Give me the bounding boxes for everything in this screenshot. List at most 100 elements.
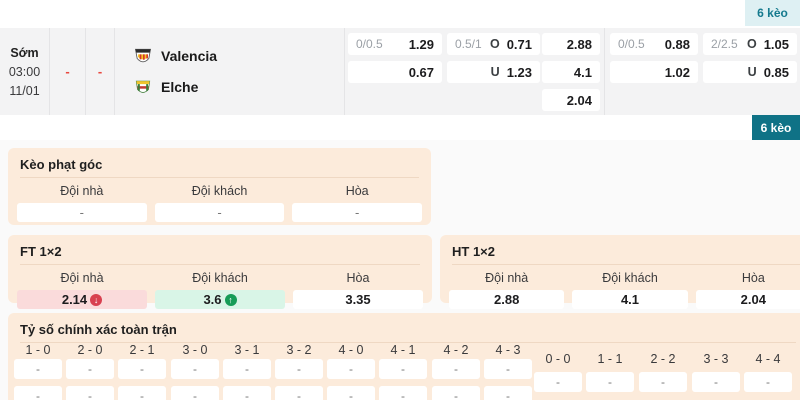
odds-ah-ft-away[interactable]: 0.67: [348, 61, 442, 83]
draw-header: Hòa: [741, 271, 765, 285]
corner-draw-odds[interactable]: -: [292, 203, 423, 222]
score-odds-cell[interactable]: -: [639, 372, 687, 392]
score-header: 4 - 1: [390, 343, 416, 357]
odds-ah-ft-home[interactable]: 0/0.5 1.29: [348, 33, 442, 55]
score-odds-cell[interactable]: -: [223, 386, 271, 400]
score-header: 2 - 1: [129, 343, 155, 357]
score-header: 3 - 1: [234, 343, 260, 357]
odds-1x2-home[interactable]: 2.88: [542, 33, 600, 55]
odds-1x2-away[interactable]: 4.1: [542, 61, 600, 83]
match-time-column: Sớm 03:00 11/01: [0, 28, 50, 115]
top-strip: 6 kèo: [0, 0, 800, 28]
corner-home-odds[interactable]: -: [17, 203, 147, 222]
score-odds-cell[interactable]: -: [14, 359, 62, 379]
ht-1x2-section: HT 1×2 Đội nhà 2.88 Đội khách 4.1 Hòa 2.…: [440, 235, 800, 309]
under-label: U: [490, 65, 500, 79]
score-header: 3 - 3: [703, 352, 729, 366]
odds-ah-ht-away[interactable]: 1.02: [610, 61, 698, 83]
score-column: 2 - 1 - -: [118, 343, 166, 400]
ou-ht-line: 2/2.5: [711, 37, 738, 51]
score-odds-cell[interactable]: -: [744, 372, 792, 392]
away-header: Đội khách: [602, 271, 658, 285]
odds-count-badge-bottom[interactable]: 6 kèo: [752, 115, 800, 140]
score-odds-cell[interactable]: -: [275, 386, 323, 400]
score-odds-cell[interactable]: -: [14, 386, 62, 400]
ft-draw-odds[interactable]: 3.35: [293, 290, 423, 309]
ft-section-title: FT 1×2: [20, 244, 62, 259]
odds-divider: [604, 28, 605, 115]
x12-home-odds: 2.88: [566, 36, 592, 52]
score-header: 0 - 0: [545, 352, 571, 366]
correct-score-title: Tỷ số chính xác toàn trận: [20, 322, 177, 337]
away-team-name: Elche: [161, 79, 199, 95]
score-odds-cell[interactable]: -: [171, 359, 219, 379]
ft-1x2-section: FT 1×2 Đội nhà 2.14 ↓ Đội khách 3.6 ↑ Hò…: [8, 235, 432, 309]
ou-ht-over-odds: 1.05: [763, 36, 789, 52]
draw-score-column: 0 - 0 -: [534, 352, 582, 392]
odds-ah-ht-home[interactable]: 0/0.5 0.88: [610, 33, 698, 55]
match-row: Sớm 03:00 11/01 - - Valencia: [0, 28, 800, 115]
ou-ft-over-odds: 0.71: [506, 36, 532, 52]
away-team-row[interactable]: Elche: [133, 77, 344, 97]
ht-home-odds[interactable]: 2.88: [449, 290, 565, 309]
ht-section-title: HT 1×2: [452, 244, 495, 259]
odds-ou-ht-under[interactable]: U 0.85: [703, 61, 797, 83]
badge-row: 6 kèo: [0, 115, 800, 140]
ft-away-odds-value: 3.6: [203, 292, 222, 307]
odds-ou-ht-over[interactable]: 2/2.5 O 1.05: [703, 33, 797, 55]
ah-ht-line: 0/0.5: [618, 37, 645, 51]
score-odds-cell[interactable]: -: [66, 359, 114, 379]
odds-ou-ft-over[interactable]: 0.5/1 O 0.71: [447, 33, 540, 55]
home-header: Đội nhà: [485, 271, 529, 285]
away-header: Đội khách: [192, 271, 248, 285]
ft-away-odds[interactable]: 3.6 ↑: [155, 290, 285, 309]
score-odds-cell[interactable]: -: [534, 372, 582, 392]
over-label: O: [489, 37, 500, 51]
score-odds-cell[interactable]: -: [692, 372, 740, 392]
score-odds-cell[interactable]: -: [484, 386, 532, 400]
score-odds-cell[interactable]: -: [171, 386, 219, 400]
under-label: U: [747, 65, 757, 79]
over-label: O: [746, 37, 757, 51]
score-odds-cell[interactable]: -: [484, 359, 532, 379]
score-odds-cell[interactable]: -: [66, 386, 114, 400]
score-header: 3 - 2: [286, 343, 312, 357]
score-odds-cell[interactable]: -: [223, 359, 271, 379]
home-team-name: Valencia: [161, 48, 218, 64]
ht-away-odds[interactable]: 4.1: [572, 290, 688, 309]
match-time-label: Sớm: [10, 45, 39, 60]
score-odds-cell[interactable]: -: [432, 386, 480, 400]
ht-draw-odds[interactable]: 2.04: [695, 290, 800, 309]
score-odds-cell[interactable]: -: [118, 386, 166, 400]
x12-draw-odds: 2.04: [566, 92, 592, 108]
score-odds-cell[interactable]: -: [379, 359, 427, 379]
score-header: 2 - 2: [650, 352, 676, 366]
score-odds-cell[interactable]: -: [432, 359, 480, 379]
score-column: 2 - 0 - -: [66, 343, 114, 400]
draw-score-column: 2 - 2 -: [639, 352, 687, 392]
score-odds-cell[interactable]: -: [327, 359, 375, 379]
ou-ft-line: 0.5/1: [455, 37, 482, 51]
corner-away-odds[interactable]: -: [154, 203, 285, 222]
odds-count-badge-top[interactable]: 6 kèo: [745, 0, 800, 26]
score-column: 3 - 2 - -: [275, 343, 323, 400]
score-header: 4 - 4: [755, 352, 781, 366]
score-odds-cell[interactable]: -: [275, 359, 323, 379]
divider: [20, 177, 419, 178]
trend-down-icon: ↓: [90, 293, 103, 306]
score-odds-cell[interactable]: -: [118, 359, 166, 379]
score-odds-cell[interactable]: -: [327, 386, 375, 400]
odds-1x2-draw[interactable]: 2.04: [542, 89, 600, 111]
x12-away-odds: 4.1: [573, 64, 592, 80]
ft-home-odds[interactable]: 2.14 ↓: [17, 290, 147, 309]
score-odds-cell[interactable]: -: [586, 372, 634, 392]
elche-logo-icon: [135, 80, 151, 93]
divider: [20, 264, 420, 265]
score-column: 4 - 0 - -: [327, 343, 375, 400]
score-header: 4 - 0: [338, 343, 364, 357]
score-column: 4 - 3 - -: [484, 343, 532, 400]
score-odds-cell[interactable]: -: [379, 386, 427, 400]
ou-ht-under-odds: 0.85: [763, 64, 789, 80]
odds-ou-ft-under[interactable]: U 1.23: [447, 61, 540, 83]
home-team-row[interactable]: Valencia: [133, 46, 344, 66]
